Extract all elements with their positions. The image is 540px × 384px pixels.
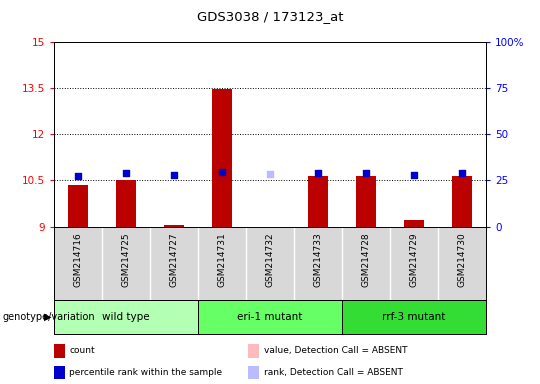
Bar <box>117 180 136 227</box>
Point <box>458 170 467 177</box>
Text: GSM214725: GSM214725 <box>122 232 131 287</box>
Text: percentile rank within the sample: percentile rank within the sample <box>69 368 222 377</box>
Bar <box>69 185 87 227</box>
Text: GSM214731: GSM214731 <box>218 232 226 287</box>
Text: wild type: wild type <box>102 312 150 322</box>
Text: GSM214729: GSM214729 <box>409 232 418 287</box>
Text: GSM214727: GSM214727 <box>170 232 179 287</box>
Point <box>170 172 178 178</box>
Bar <box>198 300 342 334</box>
Text: count: count <box>69 346 94 355</box>
Text: ▶: ▶ <box>44 312 51 322</box>
Text: GSM214733: GSM214733 <box>314 232 322 287</box>
Point <box>362 170 370 177</box>
Text: genotype/variation: genotype/variation <box>3 312 96 322</box>
Bar <box>164 225 184 227</box>
Text: value, Detection Call = ABSENT: value, Detection Call = ABSENT <box>264 346 407 355</box>
Bar <box>404 220 423 227</box>
Text: GSM214716: GSM214716 <box>73 232 83 287</box>
Point <box>218 169 226 175</box>
Text: rrf-3 mutant: rrf-3 mutant <box>382 312 446 322</box>
Bar <box>356 176 376 227</box>
Point <box>314 170 322 177</box>
Text: GDS3038 / 173123_at: GDS3038 / 173123_at <box>197 10 343 23</box>
Bar <box>453 176 471 227</box>
Bar <box>54 366 65 379</box>
Bar <box>248 366 259 379</box>
Bar <box>342 300 486 334</box>
Text: rank, Detection Call = ABSENT: rank, Detection Call = ABSENT <box>264 368 402 377</box>
Text: eri-1 mutant: eri-1 mutant <box>237 312 303 322</box>
Bar <box>308 176 328 227</box>
Point <box>73 173 82 179</box>
Text: GSM214728: GSM214728 <box>361 232 370 287</box>
Point <box>266 170 274 177</box>
Bar <box>54 344 65 358</box>
Text: GSM214732: GSM214732 <box>266 232 274 287</box>
Point <box>122 170 130 177</box>
Text: GSM214730: GSM214730 <box>457 232 467 287</box>
Bar <box>212 89 232 227</box>
Point <box>410 172 418 178</box>
Bar <box>54 300 198 334</box>
Bar <box>248 344 259 358</box>
